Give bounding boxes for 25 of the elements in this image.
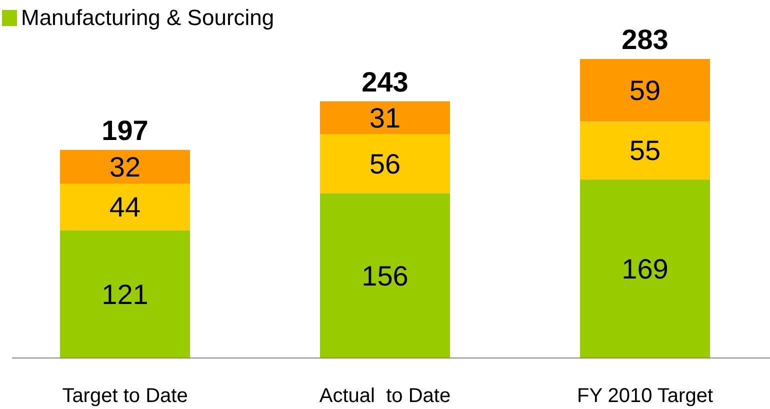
data-label: 156 bbox=[362, 260, 408, 292]
bar bbox=[60, 230, 190, 358]
bar bbox=[60, 150, 190, 184]
data-label: 169 bbox=[622, 254, 668, 285]
data-label: 44 bbox=[109, 192, 141, 223]
data-label: 31 bbox=[369, 102, 401, 134]
data-label: 59 bbox=[629, 74, 661, 106]
data-label: 121 bbox=[102, 278, 148, 310]
x-tick-label: Target to Date bbox=[62, 385, 188, 407]
total-label: 243 bbox=[362, 66, 408, 98]
data-label: 55 bbox=[629, 135, 661, 166]
data-label: 32 bbox=[109, 152, 141, 183]
bar bbox=[580, 179, 710, 358]
bar bbox=[580, 59, 710, 122]
x-tick-label: FY 2010 Target bbox=[576, 385, 714, 407]
bar bbox=[580, 121, 710, 180]
total-label: 283 bbox=[622, 24, 668, 55]
x-tick-label: Actual to Date bbox=[319, 385, 451, 407]
legend-label: Manufacturing & Sourcing bbox=[21, 5, 274, 30]
bar bbox=[60, 184, 190, 230]
bar bbox=[320, 193, 450, 358]
total-label: 197 bbox=[102, 114, 148, 146]
bar bbox=[320, 134, 450, 194]
data-label: 56 bbox=[369, 148, 401, 180]
bar bbox=[320, 101, 450, 134]
